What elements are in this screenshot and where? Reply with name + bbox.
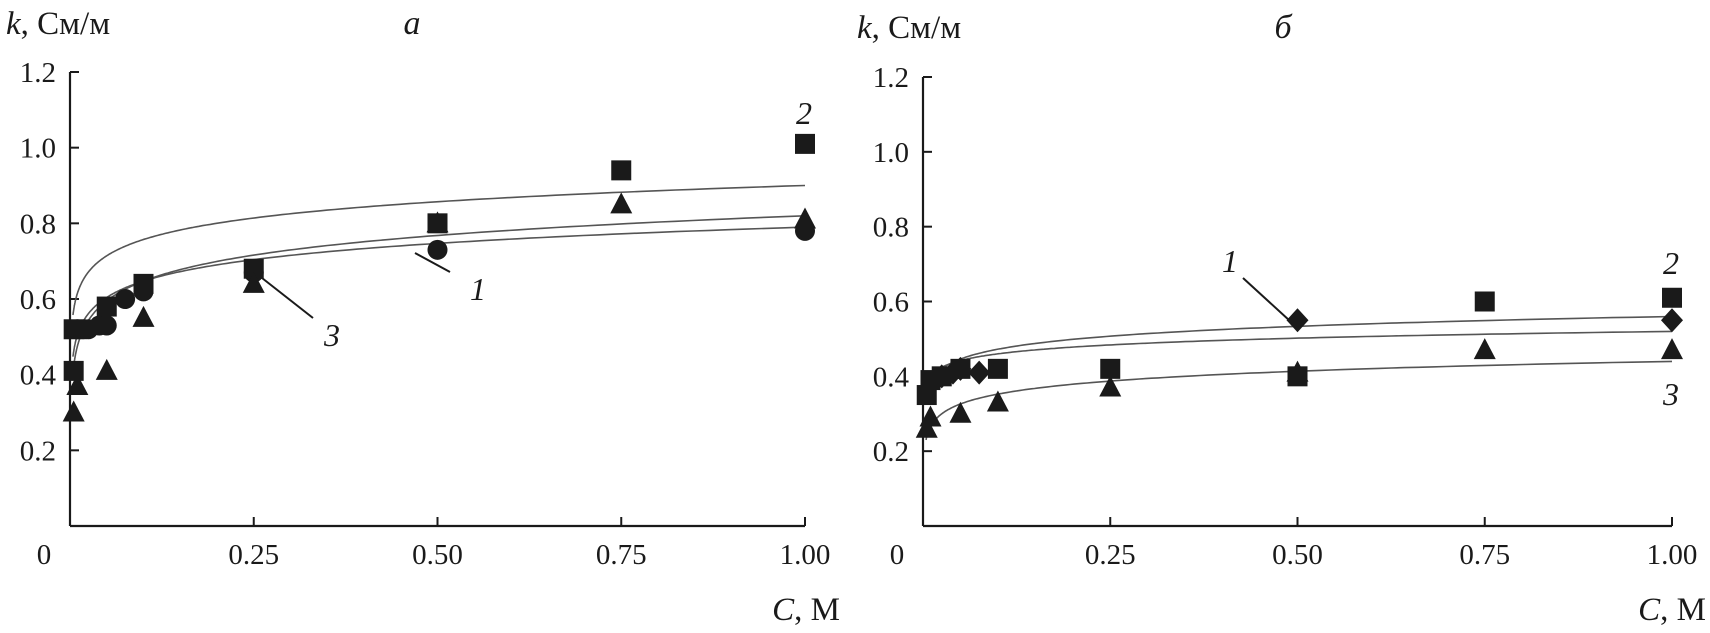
y-tick-label: 0.6 (873, 287, 909, 319)
y-tick-label: 1.0 (20, 133, 56, 165)
y-tick-label: 0.6 (20, 284, 56, 316)
data-point-series-3 (794, 207, 816, 229)
y-tick-label: 0.8 (20, 208, 56, 240)
y-tick-label: 0.4 (20, 360, 57, 392)
panel-a-markers (62, 133, 816, 422)
x-tick-label: 1.00 (780, 539, 831, 571)
x-tick-label: 1.00 (1647, 539, 1698, 571)
data-point-series-3 (610, 192, 633, 214)
data-point-series-3 (1473, 338, 1496, 360)
data-point-series-3 (95, 358, 118, 380)
data-point-series-3 (949, 401, 972, 423)
x-tick-label: 0 (37, 539, 52, 571)
panel-a-series-1-leader (414, 252, 451, 273)
panel-a-letter: а (404, 5, 421, 42)
data-point-series-2 (133, 273, 154, 294)
y-tick-label: 1.2 (20, 57, 56, 89)
fit-curve-series-2 (72, 184, 806, 316)
panel-b-annotations: 1 2 3 (1222, 243, 1679, 412)
data-point-series-1 (96, 315, 117, 336)
data-point-series-3 (66, 374, 89, 396)
data-point-series-2 (1474, 291, 1495, 312)
panel-b-y-title: k, См/м (857, 10, 961, 46)
data-point-series-2 (1100, 358, 1121, 379)
data-point-series-1 (427, 239, 448, 260)
panel-a-series-1-label: 1 (470, 271, 486, 307)
data-point-series-2 (950, 358, 971, 379)
data-point-series-2 (987, 358, 1008, 379)
data-point-series-1 (968, 360, 991, 385)
panel-a-x-title: C, М (772, 592, 840, 628)
data-point-series-2 (63, 360, 84, 381)
y-tick-label: 1.2 (873, 62, 909, 94)
data-point-series-3 (426, 211, 449, 233)
x-tick-label: 0.50 (412, 539, 463, 571)
data-point-series-3 (1661, 338, 1683, 360)
data-point-series-3 (1286, 360, 1309, 382)
data-point-series-2 (96, 296, 117, 317)
data-point-series-2 (931, 366, 952, 387)
y-tick-label: 0.2 (20, 435, 56, 467)
data-point-series-3 (132, 305, 155, 327)
x-tick-label: 0 (890, 539, 905, 571)
panel-b-series-3-label: 3 (1662, 376, 1679, 412)
data-point-series-1 (115, 289, 136, 309)
panel-b: k, См/м б C, М 0.20.40.60.81.01.20 0.25 0.… (857, 9, 1706, 628)
panel-b-x-title: C, М (1638, 592, 1706, 628)
panel-a-y-title: k, См/м (6, 6, 110, 42)
panel-b-series-1-leader (1242, 277, 1291, 322)
data-point-series-3 (915, 416, 938, 438)
x-tick-label: 0.75 (1459, 539, 1510, 571)
panel-a-series-2-label: 2 (796, 95, 812, 131)
data-point-series-3 (986, 390, 1009, 412)
x-tick-label: 0.50 (1272, 539, 1323, 571)
x-tick-label: 0.25 (228, 539, 279, 571)
y-tick-label: 0.4 (873, 361, 910, 393)
data-point-series-3 (62, 400, 85, 422)
y-tick-label: 1.0 (873, 137, 909, 169)
fit-curve-series-3 (72, 215, 806, 373)
data-point-series-2 (243, 258, 264, 279)
panel-b-series-2-label: 2 (1663, 245, 1679, 281)
panel-a-series-3-label: 3 (323, 317, 340, 353)
data-point-series-2 (795, 133, 815, 154)
panel-b-markers (915, 287, 1683, 438)
data-point-series-3 (242, 271, 265, 293)
x-tick-label: 0.75 (596, 539, 647, 571)
data-point-series-1 (1661, 308, 1683, 333)
panel-a-axes: 0.2 0.4 0.6 0.8 1.0 1.2 0 0.25 0.50 0.75 1.00 (20, 57, 831, 571)
panel-b-series-1-label: 1 (1222, 243, 1238, 279)
data-point-series-3 (1099, 375, 1122, 397)
data-point-series-1 (1286, 308, 1309, 333)
data-point-series-2 (1662, 287, 1682, 308)
data-point-series-2 (611, 160, 632, 181)
data-point-series-3 (919, 405, 942, 427)
panel-b-axes: 0.2 0.4 0.6 0.8 1.0 1.2 0 0.25 0.50 0.75 1.00 (873, 62, 1698, 571)
panel-a-annotations: 1 2 3 (261, 95, 812, 353)
panel-a: k, См/м а C, М 0.20.40.60.81.01.20 0.25 0.… (6, 5, 840, 628)
y-tick-label: 0.8 (873, 212, 909, 244)
panel-a-series-3-leader (261, 277, 314, 319)
y-tick-label: 0.2 (873, 436, 909, 468)
data-point-series-2 (63, 319, 84, 340)
x-tick-label: 0.25 (1085, 539, 1136, 571)
panel-b-letter: б (1274, 9, 1293, 46)
